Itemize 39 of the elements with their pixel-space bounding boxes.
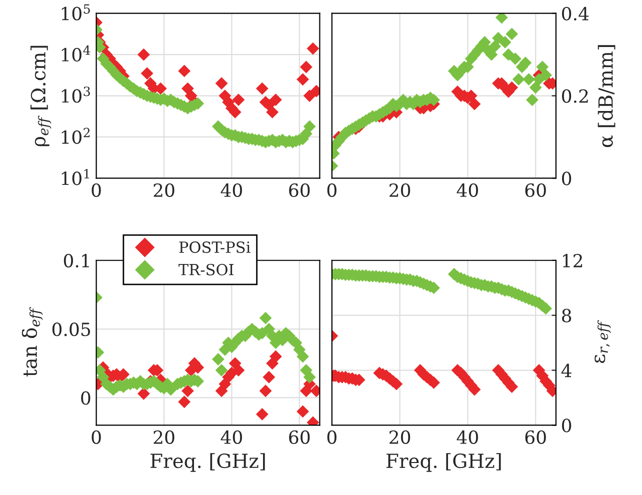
y-tick-label: 10$^{2}$ — [62, 128, 90, 144]
y-tick-label: 10$^{3}$ — [62, 86, 90, 103]
x-axis-title: Freq. [GHz] — [150, 453, 265, 472]
x-tick-label: 20 — [154, 183, 174, 198]
y-tick-label: 0.1 — [64, 254, 89, 268]
y-tick-label: 10$^{5}$ — [62, 4, 90, 20]
x-tick-label: 60 — [289, 430, 310, 444]
x-tick-label: 40 — [456, 183, 478, 198]
y-tick-label: 10$^{1}$ — [62, 168, 90, 186]
x-tick-label: 0 — [327, 430, 336, 444]
y-axis-title: tan δ$_{eff}$ — [22, 306, 43, 377]
x-tick-label: 20 — [154, 430, 174, 444]
x-tick-label: 40 — [456, 430, 478, 444]
x-tick-label: 20 — [390, 430, 410, 444]
y2-tick-label: 4 — [561, 364, 572, 378]
x-axis-title: Freq. [GHz] — [386, 453, 501, 472]
y2-tick-label: 8 — [562, 308, 572, 322]
x-tick-label: 60 — [289, 183, 310, 198]
x-tick-label: 0 — [92, 183, 101, 198]
legend-label: TR-SOI — [178, 264, 234, 276]
y2-tick-label: 12 — [563, 254, 582, 268]
y-axis-title: ρ$_{eff}$ [Ω.cm] — [30, 46, 52, 146]
y-tick-label: 0.05 — [52, 322, 90, 336]
y-tick-label: 10$^{4}$ — [62, 45, 90, 62]
y-tick-label: 0 — [81, 391, 90, 405]
y2-tick-label: 0 — [562, 418, 572, 432]
x-tick-label: 20 — [390, 183, 410, 198]
y2-tick-label: 0.4 — [562, 6, 589, 20]
x-tick-label: 60 — [525, 183, 546, 198]
x-tick-label: 40 — [220, 183, 242, 198]
y2-tick-label: 0 — [562, 172, 572, 186]
x-tick-label: 0 — [327, 183, 336, 198]
x-tick-label: 60 — [525, 430, 546, 444]
y2-tick-label: 0.2 — [562, 89, 588, 103]
x-tick-label: 40 — [220, 430, 242, 444]
x-tick-label: 0 — [92, 430, 101, 444]
y2-axis-title: ε$_{r,eff}$ — [594, 320, 611, 364]
legend-label: POST-PSi — [179, 241, 250, 253]
y2-axis-title: α [dB/mm] — [598, 45, 616, 148]
